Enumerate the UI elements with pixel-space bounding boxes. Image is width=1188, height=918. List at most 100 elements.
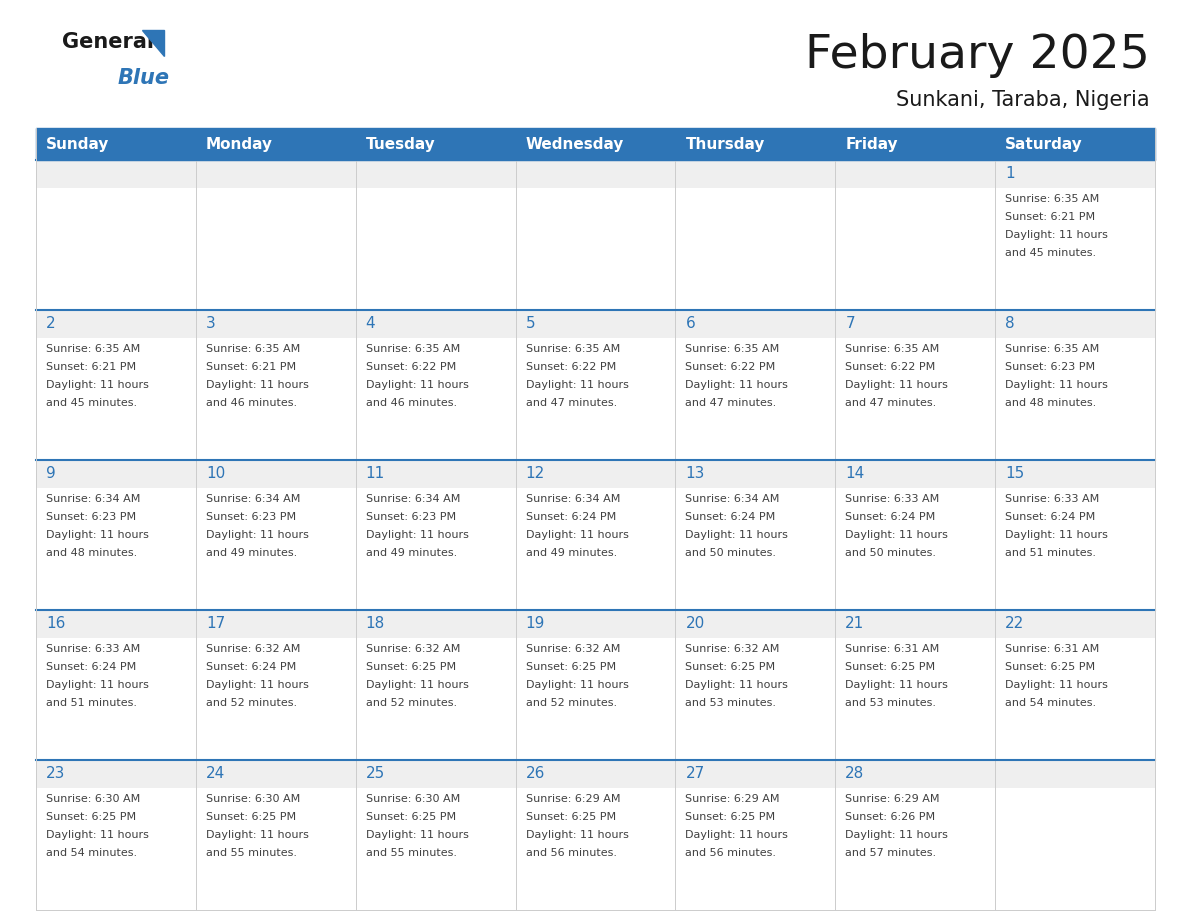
Text: Sunrise: 6:34 AM: Sunrise: 6:34 AM <box>366 494 460 504</box>
Text: 6: 6 <box>685 316 695 331</box>
Text: Daylight: 11 hours: Daylight: 11 hours <box>206 680 309 690</box>
Bar <box>835 460 996 610</box>
Bar <box>676 310 835 460</box>
Text: Sunrise: 6:35 AM: Sunrise: 6:35 AM <box>1005 194 1099 204</box>
Text: Daylight: 11 hours: Daylight: 11 hours <box>1005 380 1108 390</box>
Bar <box>355 638 516 760</box>
Text: 19: 19 <box>525 616 545 631</box>
Bar <box>676 788 835 910</box>
Text: Daylight: 11 hours: Daylight: 11 hours <box>366 830 468 840</box>
Text: Sunset: 6:21 PM: Sunset: 6:21 PM <box>206 362 296 372</box>
Text: Daylight: 11 hours: Daylight: 11 hours <box>366 530 468 540</box>
Text: 13: 13 <box>685 466 704 481</box>
Text: Sunrise: 6:34 AM: Sunrise: 6:34 AM <box>525 494 620 504</box>
Polygon shape <box>143 30 164 56</box>
Bar <box>835 760 996 910</box>
Text: Daylight: 11 hours: Daylight: 11 hours <box>46 680 148 690</box>
Bar <box>516 638 676 760</box>
Text: and 51 minutes.: and 51 minutes. <box>46 698 137 708</box>
Text: Sunrise: 6:32 AM: Sunrise: 6:32 AM <box>525 644 620 654</box>
Text: and 55 minutes.: and 55 minutes. <box>206 848 297 858</box>
Text: 11: 11 <box>366 466 385 481</box>
Bar <box>36 188 196 310</box>
Text: 21: 21 <box>846 616 865 631</box>
Text: and 47 minutes.: and 47 minutes. <box>685 398 777 408</box>
Bar <box>36 338 196 460</box>
Bar <box>196 788 355 910</box>
Text: Sunrise: 6:34 AM: Sunrise: 6:34 AM <box>206 494 301 504</box>
Text: and 54 minutes.: and 54 minutes. <box>46 848 137 858</box>
Text: 8: 8 <box>1005 316 1015 331</box>
Text: Sunset: 6:24 PM: Sunset: 6:24 PM <box>846 512 935 522</box>
Bar <box>196 760 355 910</box>
Text: 26: 26 <box>525 766 545 781</box>
Bar <box>36 638 196 760</box>
Text: and 45 minutes.: and 45 minutes. <box>1005 248 1097 258</box>
Bar <box>355 788 516 910</box>
Text: Sunset: 6:22 PM: Sunset: 6:22 PM <box>846 362 935 372</box>
Text: Sunset: 6:25 PM: Sunset: 6:25 PM <box>525 812 615 822</box>
Text: Sunset: 6:23 PM: Sunset: 6:23 PM <box>366 512 456 522</box>
Text: and 49 minutes.: and 49 minutes. <box>525 548 617 558</box>
Text: and 53 minutes.: and 53 minutes. <box>685 698 777 708</box>
Text: Daylight: 11 hours: Daylight: 11 hours <box>366 680 468 690</box>
Bar <box>676 488 835 610</box>
Text: 20: 20 <box>685 616 704 631</box>
Text: Sunset: 6:25 PM: Sunset: 6:25 PM <box>206 812 296 822</box>
Text: Sunset: 6:22 PM: Sunset: 6:22 PM <box>525 362 615 372</box>
Bar <box>516 338 676 460</box>
Text: Daylight: 11 hours: Daylight: 11 hours <box>525 680 628 690</box>
Text: and 48 minutes.: and 48 minutes. <box>46 548 138 558</box>
Text: 22: 22 <box>1005 616 1024 631</box>
Text: Sunset: 6:25 PM: Sunset: 6:25 PM <box>685 662 776 672</box>
Text: 10: 10 <box>206 466 225 481</box>
Text: Sunset: 6:23 PM: Sunset: 6:23 PM <box>1005 362 1095 372</box>
Text: 23: 23 <box>46 766 65 781</box>
Text: Sunrise: 6:34 AM: Sunrise: 6:34 AM <box>685 494 779 504</box>
Bar <box>835 488 996 610</box>
Bar <box>676 610 835 760</box>
Text: 12: 12 <box>525 466 545 481</box>
Text: Sunset: 6:21 PM: Sunset: 6:21 PM <box>46 362 137 372</box>
Text: Daylight: 11 hours: Daylight: 11 hours <box>525 380 628 390</box>
Text: and 49 minutes.: and 49 minutes. <box>366 548 457 558</box>
Bar <box>676 160 835 310</box>
Text: and 47 minutes.: and 47 minutes. <box>525 398 617 408</box>
Bar <box>996 638 1155 760</box>
Text: Sunrise: 6:30 AM: Sunrise: 6:30 AM <box>366 794 460 804</box>
Text: Sunrise: 6:35 AM: Sunrise: 6:35 AM <box>1005 344 1099 354</box>
Text: and 57 minutes.: and 57 minutes. <box>846 848 936 858</box>
Text: Friday: Friday <box>846 137 898 151</box>
Text: Daylight: 11 hours: Daylight: 11 hours <box>846 530 948 540</box>
Bar <box>835 160 996 310</box>
Bar <box>196 338 355 460</box>
Text: Sunset: 6:24 PM: Sunset: 6:24 PM <box>685 512 776 522</box>
Text: 17: 17 <box>206 616 225 631</box>
Text: Sunset: 6:26 PM: Sunset: 6:26 PM <box>846 812 935 822</box>
Text: Sunrise: 6:33 AM: Sunrise: 6:33 AM <box>1005 494 1099 504</box>
Bar <box>676 338 835 460</box>
Text: 2: 2 <box>46 316 56 331</box>
Bar <box>835 188 996 310</box>
Bar <box>196 160 355 310</box>
Text: and 46 minutes.: and 46 minutes. <box>366 398 457 408</box>
Text: Sunrise: 6:34 AM: Sunrise: 6:34 AM <box>46 494 140 504</box>
Text: 14: 14 <box>846 466 865 481</box>
Bar <box>516 460 676 610</box>
Bar <box>516 160 676 310</box>
Bar <box>36 460 196 610</box>
Bar <box>355 610 516 760</box>
Bar <box>996 188 1155 310</box>
Text: Sunset: 6:24 PM: Sunset: 6:24 PM <box>206 662 296 672</box>
Bar <box>516 488 676 610</box>
Bar <box>196 460 355 610</box>
Bar <box>196 610 355 760</box>
Text: 1: 1 <box>1005 166 1015 181</box>
Text: 5: 5 <box>525 316 536 331</box>
Bar <box>36 788 196 910</box>
Bar <box>676 638 835 760</box>
Text: Sunrise: 6:35 AM: Sunrise: 6:35 AM <box>846 344 940 354</box>
Text: Sunset: 6:25 PM: Sunset: 6:25 PM <box>685 812 776 822</box>
Text: Daylight: 11 hours: Daylight: 11 hours <box>846 380 948 390</box>
Text: Daylight: 11 hours: Daylight: 11 hours <box>846 680 948 690</box>
